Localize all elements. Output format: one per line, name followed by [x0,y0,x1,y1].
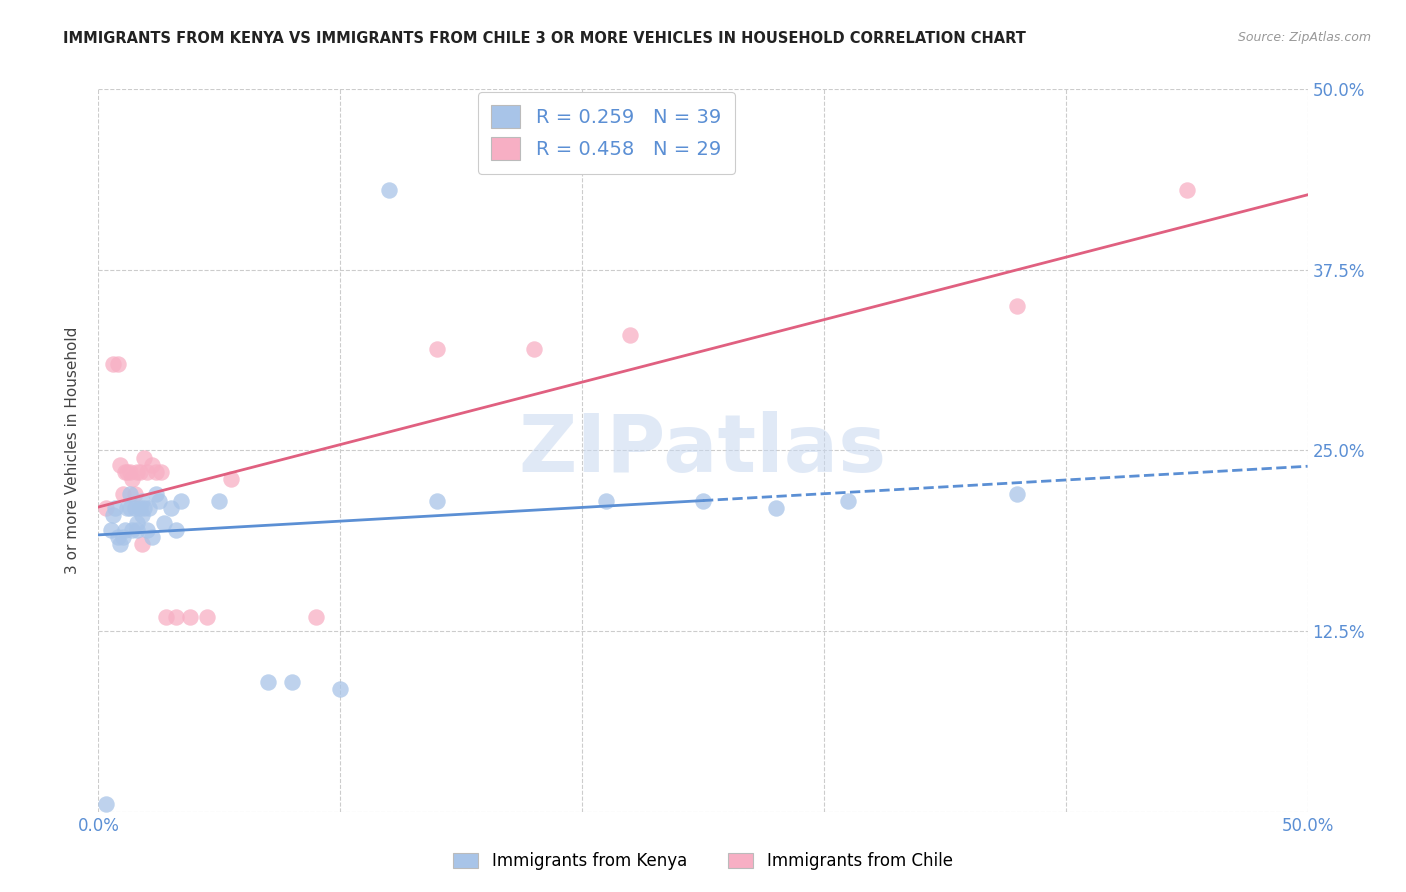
Point [523,343,546,357]
Point [127,465,149,479]
Point [117,501,139,516]
Point [114,465,136,479]
Point [692,494,714,508]
Point [94,797,117,812]
Point [165,523,187,537]
Text: ZIPatlas: ZIPatlas [519,411,887,490]
Point [131,508,153,523]
Point [134,501,156,516]
Point [221,472,243,486]
Point [155,609,177,624]
Point [111,530,134,544]
Point [837,494,859,508]
Point [121,523,143,537]
Point [141,530,163,544]
Point [118,465,141,479]
Point [135,465,157,479]
Point [124,487,146,501]
Point [131,537,153,551]
Point [134,450,156,465]
Point [94,501,117,516]
Point [104,501,127,516]
Point [1175,183,1198,197]
Text: Source: ZipAtlas.com: Source: ZipAtlas.com [1237,31,1371,45]
Point [165,609,187,624]
Point [141,458,163,472]
Point [426,343,449,357]
Point [107,357,129,371]
Point [114,523,136,537]
Point [127,516,149,530]
Point [152,516,174,530]
Point [765,501,787,516]
Point [107,530,129,544]
Point [124,501,146,516]
Point [101,357,124,371]
Point [100,523,122,537]
Point [150,465,173,479]
Point [195,609,218,624]
Point [118,501,141,516]
Point [108,537,131,551]
Point [426,494,449,508]
Point [169,494,191,508]
Point [111,487,134,501]
Point [138,501,160,516]
Point [135,523,157,537]
Text: IMMIGRANTS FROM KENYA VS IMMIGRANTS FROM CHILE 3 OR MORE VEHICLES IN HOUSEHOLD C: IMMIGRANTS FROM KENYA VS IMMIGRANTS FROM… [63,31,1026,46]
Point [377,183,399,197]
Point [305,609,328,624]
Point [208,494,231,508]
Legend: Immigrants from Kenya, Immigrants from Chile: Immigrants from Kenya, Immigrants from C… [447,846,959,877]
Point [329,681,352,696]
Point [1007,487,1029,501]
Point [118,487,141,501]
Point [131,494,153,508]
Point [128,465,150,479]
Point [121,472,143,486]
Legend: R = 0.259   N = 39, R = 0.458   N = 29: R = 0.259 N = 39, R = 0.458 N = 29 [478,92,735,174]
Point [256,674,278,689]
Point [619,327,641,342]
Y-axis label: 3 or more Vehicles in Household: 3 or more Vehicles in Household [65,326,80,574]
Point [1007,299,1029,313]
Point [117,465,139,479]
Point [160,501,183,516]
Point [281,674,304,689]
Point [145,487,167,501]
Point [128,501,150,516]
Point [179,609,201,624]
Point [595,494,617,508]
Point [127,523,149,537]
Point [101,508,124,523]
Point [148,494,170,508]
Point [145,465,167,479]
Point [108,458,131,472]
